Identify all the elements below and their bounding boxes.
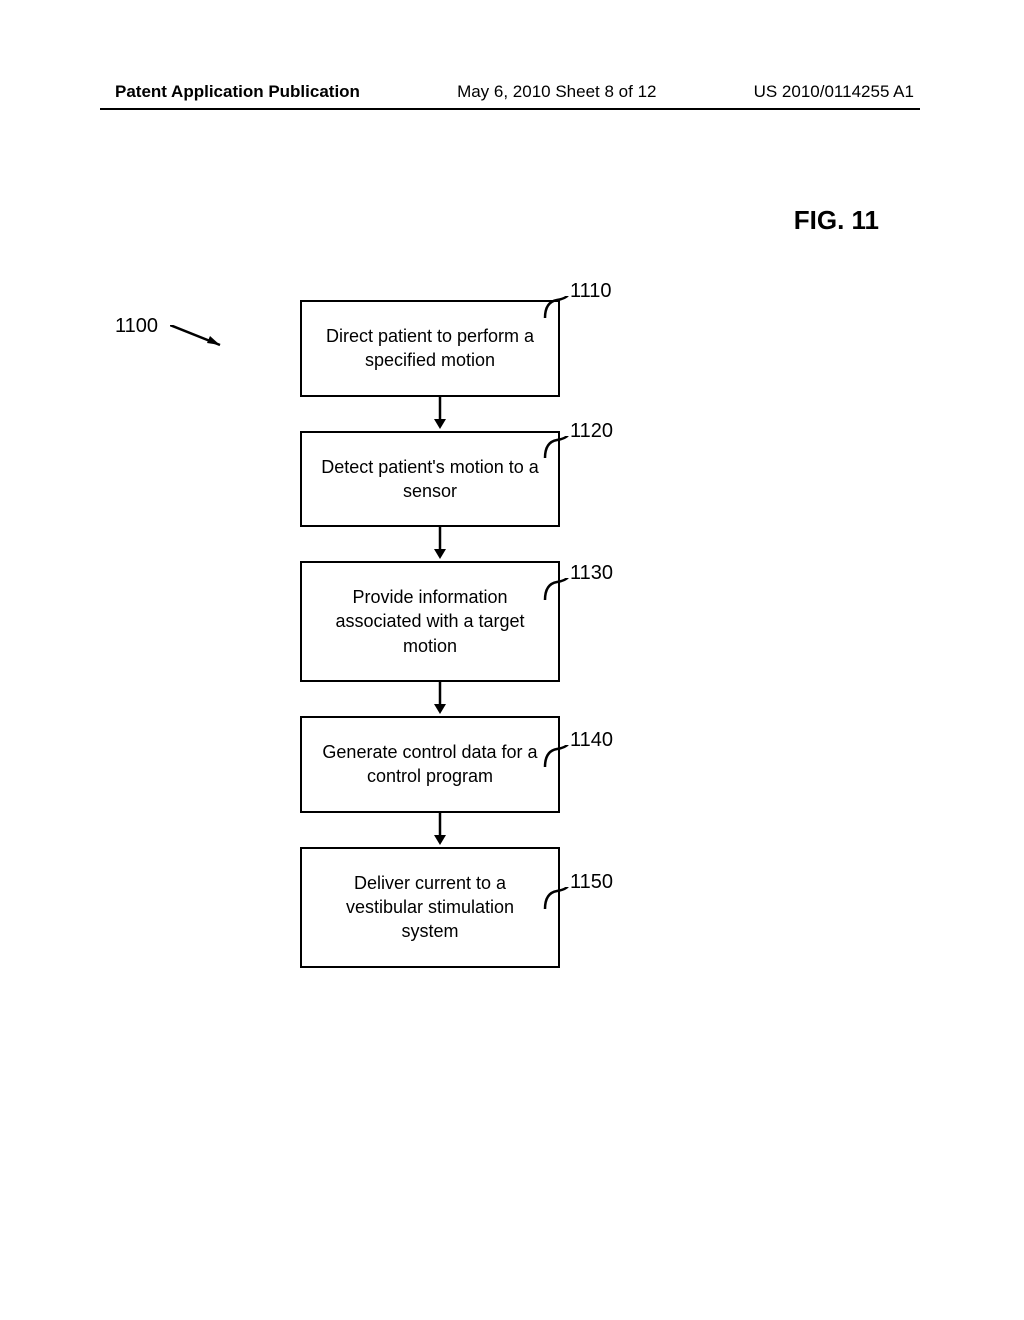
header-right: US 2010/0114255 A1 <box>754 82 914 102</box>
ref-curve-1150 <box>543 887 571 911</box>
flow-box-1140: Generate control data for a control prog… <box>300 716 560 813</box>
flow-box-1150: Deliver current to a vestibular stimulat… <box>300 847 560 968</box>
ref-label-1130: 1130 <box>570 562 613 585</box>
flow-arrow-2 <box>430 527 450 561</box>
flow-box-1120: Detect patient's motion to a sensor <box>300 431 560 528</box>
flow-arrow-1 <box>430 397 450 431</box>
ref-label-1140: 1140 <box>570 729 613 752</box>
flow-arrow-3 <box>430 682 450 716</box>
ref-1100-arrow <box>170 325 240 365</box>
ref-curve-1130 <box>543 578 571 602</box>
ref-curve-1120 <box>543 436 571 460</box>
header-divider <box>100 108 920 110</box>
ref-curve-1140 <box>543 745 571 769</box>
header-center: May 6, 2010 Sheet 8 of 12 <box>457 82 656 102</box>
ref-curve-1110 <box>543 296 571 320</box>
figure-label: FIG. 11 <box>794 205 879 236</box>
ref-1100-label: 1100 <box>115 315 158 338</box>
ref-label-1150: 1150 <box>570 871 613 894</box>
flow-arrow-4 <box>430 813 450 847</box>
flow-box-1110: Direct patient to perform a specified mo… <box>300 300 560 397</box>
flow-box-1130: Provide information associated with a ta… <box>300 561 560 682</box>
ref-label-1120: 1120 <box>570 420 613 443</box>
flowchart-container: Direct patient to perform a specified mo… <box>290 300 590 968</box>
ref-label-1110: 1110 <box>570 280 612 303</box>
header-left: Patent Application Publication <box>115 82 360 102</box>
page-header: Patent Application Publication May 6, 20… <box>0 82 1024 102</box>
